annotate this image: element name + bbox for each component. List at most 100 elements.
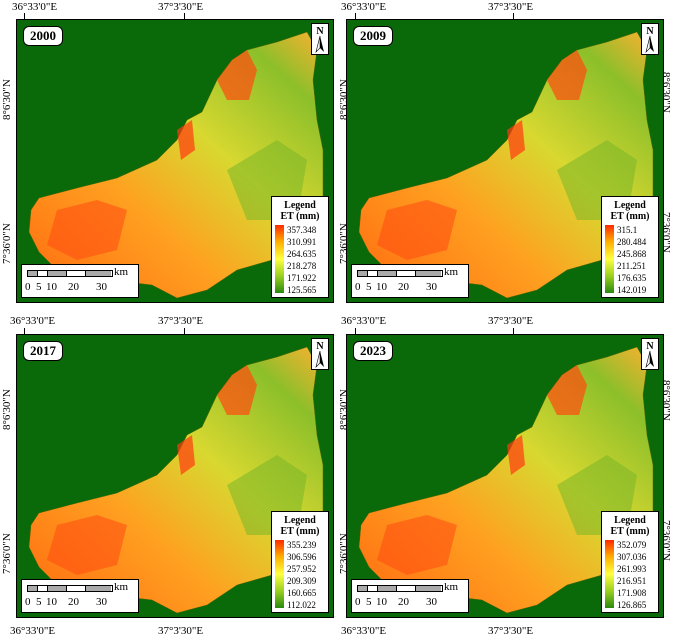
scale-label: 5 xyxy=(36,596,42,608)
legend-unit: ET (mm) xyxy=(280,211,320,222)
lon-label-top-mid: 37°3'30"E xyxy=(158,1,204,13)
scale-label: 0 xyxy=(25,596,31,608)
legend-unit: ET (mm) xyxy=(280,526,320,537)
lat-label-left-south-1: 7°36'0"N xyxy=(1,223,13,264)
legend-value: 126.865 xyxy=(617,600,647,610)
legend: Legend ET (mm) 352.079 307.036 261.993 2… xyxy=(601,511,659,613)
north-arrow-icon: N xyxy=(641,23,659,55)
map-panel-2017: 2017 N Legend ET (mm) 355.239 306.596 25… xyxy=(16,334,334,618)
lon-label-top-mid-2: 37°3'30"E xyxy=(488,1,534,13)
scale-label: 10 xyxy=(46,281,57,293)
legend-unit: ET (mm) xyxy=(610,526,650,537)
lon-label-mid-west-2: 36°33'0"E xyxy=(341,315,387,327)
legend-value: 112.022 xyxy=(287,600,316,610)
year-label: 2017 xyxy=(23,341,63,361)
legend-value: 355.239 xyxy=(287,540,317,550)
legend-value: 216.951 xyxy=(617,576,647,586)
scale-bar: km 0 5 10 20 30 xyxy=(21,579,139,613)
lon-label-bottom-west: 36°33'0"E xyxy=(10,625,56,637)
scale-label: 30 xyxy=(426,281,437,293)
scale-bar: km 0 5 10 20 30 xyxy=(351,579,469,613)
legend-color-ramp xyxy=(275,540,284,608)
lon-label-bottom-mid-2: 37°3'30"E xyxy=(488,625,534,637)
legend: Legend ET (mm) 357.348 310.991 264.635 2… xyxy=(271,196,329,298)
lon-label-mid-west: 36°33'0"E xyxy=(10,315,56,327)
legend-value: 257.952 xyxy=(287,564,317,574)
scale-bar: km 0 5 10 20 30 xyxy=(21,264,139,298)
legend-value: 211.251 xyxy=(617,261,646,271)
north-arrow-icon: N xyxy=(311,338,329,370)
legend-color-ramp xyxy=(275,225,284,293)
lon-label-bottom-west-2: 36°33'0"E xyxy=(341,625,387,637)
scale-label: 20 xyxy=(398,281,409,293)
scale-label: 0 xyxy=(25,281,31,293)
scale-label: 5 xyxy=(36,281,42,293)
lat-label-left-south-2: 7°36'0"N xyxy=(1,533,13,574)
lat-label-left-north-1: 8°6'30"N xyxy=(1,79,13,120)
legend-value: 352.079 xyxy=(617,540,647,550)
legend-value: 357.348 xyxy=(287,225,317,235)
svg-text:N: N xyxy=(646,341,654,352)
legend-value: 306.596 xyxy=(287,552,317,562)
lon-label-top-west: 36°33'0"E xyxy=(12,1,58,13)
scale-label: 20 xyxy=(398,596,409,608)
legend-value: 125.565 xyxy=(287,285,317,295)
legend-value: 171.908 xyxy=(617,588,647,598)
legend-title: Legend xyxy=(284,515,316,526)
year-label: 2009 xyxy=(353,26,393,46)
scale-label: 5 xyxy=(366,596,372,608)
legend-value: 280.484 xyxy=(617,237,647,247)
svg-text:N: N xyxy=(316,26,324,37)
legend-value: 245.868 xyxy=(617,249,647,259)
scale-unit: km xyxy=(444,266,459,278)
legend-value: 176.635 xyxy=(617,273,647,283)
legend-value: 261.993 xyxy=(617,564,647,574)
lon-label-mid-mid-2: 37°3'30"E xyxy=(488,315,534,327)
legend-value: 307.036 xyxy=(617,552,647,562)
legend-value: 310.991 xyxy=(287,237,317,247)
scale-label: 10 xyxy=(376,281,387,293)
legend-color-ramp xyxy=(605,540,614,608)
scale-label: 20 xyxy=(68,596,79,608)
scale-unit: km xyxy=(114,266,129,278)
scale-bar: km 0 5 10 20 30 xyxy=(351,264,469,298)
year-label: 2023 xyxy=(353,341,393,361)
map-panel-2000: 2000 N Legend ET (mm) 357.348 310.991 26… xyxy=(16,19,334,303)
scale-unit: km xyxy=(114,581,129,593)
scale-label: 10 xyxy=(46,596,57,608)
scale-label: 5 xyxy=(366,281,372,293)
legend-value: 142.019 xyxy=(617,285,647,295)
scale-label: 30 xyxy=(96,281,107,293)
lon-label-top-west-2: 36°33'0"E xyxy=(341,1,387,13)
svg-text:N: N xyxy=(646,26,654,37)
legend-value: 315.1 xyxy=(617,225,638,235)
scale-unit: km xyxy=(444,581,459,593)
scale-label: 30 xyxy=(426,596,437,608)
legend-value: 171.922 xyxy=(287,273,317,283)
legend: Legend ET (mm) 355.239 306.596 257.952 2… xyxy=(271,511,329,613)
scale-label: 0 xyxy=(355,281,361,293)
scale-label: 0 xyxy=(355,596,361,608)
lon-label-bottom-mid: 37°3'30"E xyxy=(158,625,204,637)
scale-label: 10 xyxy=(376,596,387,608)
legend-title: Legend xyxy=(284,200,316,211)
north-arrow-icon: N xyxy=(641,338,659,370)
legend-value: 160.665 xyxy=(287,588,317,598)
lon-label-mid-mid: 37°3'30"E xyxy=(158,315,204,327)
legend-title: Legend xyxy=(614,515,646,526)
map-panel-2009: 2009 N Legend ET (mm) 315.1 280.484 245.… xyxy=(346,19,664,303)
legend-value: 209.309 xyxy=(287,576,317,586)
legend-title: Legend xyxy=(614,200,646,211)
legend: Legend ET (mm) 315.1 280.484 245.868 211… xyxy=(601,196,659,298)
scale-label: 20 xyxy=(68,281,79,293)
year-label: 2000 xyxy=(23,26,63,46)
legend-unit: ET (mm) xyxy=(610,211,650,222)
legend-color-ramp xyxy=(605,225,614,293)
scale-label: 30 xyxy=(96,596,107,608)
svg-text:N: N xyxy=(316,341,324,352)
map-panel-2023: 2023 N Legend ET (mm) 352.079 307.036 26… xyxy=(346,334,664,618)
legend-value: 264.635 xyxy=(287,249,317,259)
north-arrow-icon: N xyxy=(311,23,329,55)
lat-label-left-north-2: 8°6'30"N xyxy=(1,389,13,430)
legend-value: 218.278 xyxy=(287,261,317,271)
